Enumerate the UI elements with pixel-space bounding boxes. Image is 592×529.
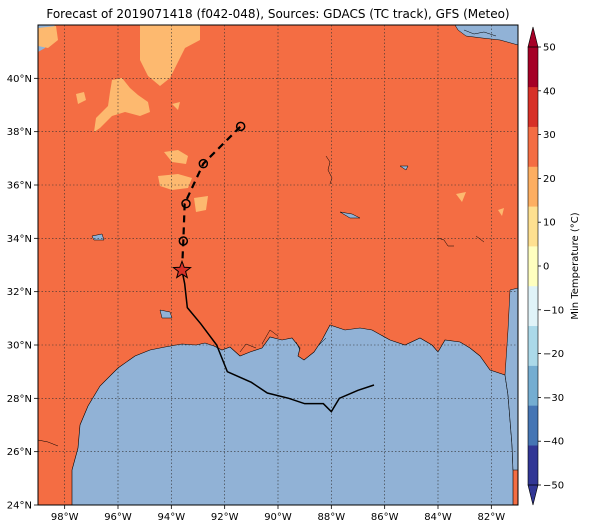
colorbar-tick-label: 30 — [543, 130, 556, 141]
longitude-axis: 98°W 96°W 94°W 92°W 90°W 88°W 86°W 84°W 82°W — [51, 505, 505, 523]
colorbar-tick-label: −40 — [543, 437, 564, 448]
gulf-of-mexico — [71, 324, 514, 505]
lat-tick-label: 28°N — [7, 394, 32, 405]
map-title: Forecast of 2019071418 (f042-048), Sourc… — [46, 7, 510, 21]
atlantic-water-east — [504, 287, 518, 471]
inland-water — [91, 165, 409, 319]
lat-tick-label: 34°N — [7, 234, 32, 245]
colorbar-tick-label: −20 — [543, 349, 564, 360]
lon-tick-label: 86°W — [371, 512, 399, 523]
colorbar-band — [528, 365, 538, 406]
track-forecast-line — [180, 125, 242, 271]
colorbar: 50 40 30 20 10 0 −10 −20 −30 −40 −50 — [527, 26, 564, 506]
lon-tick-label: 98°W — [51, 512, 79, 523]
lat-tick-label: 30°N — [7, 341, 32, 352]
colorbar-band — [528, 445, 538, 486]
colorbar-band — [528, 166, 538, 207]
colorbar-band — [528, 325, 538, 366]
colorbar-band — [528, 246, 538, 287]
forecast-point — [235, 121, 246, 132]
colorbar-min-arrow — [527, 484, 539, 506]
map-area — [38, 25, 518, 505]
colorbar-band — [528, 285, 538, 327]
forecast-point — [178, 236, 189, 246]
lat-tick-label: 40°N — [7, 74, 32, 85]
lat-tick-label: 32°N — [7, 287, 32, 298]
storm-track — [172, 121, 375, 413]
colorbar-band — [528, 405, 538, 446]
gridlines — [38, 25, 518, 505]
lon-tick-label: 90°W — [264, 512, 292, 523]
colorbar-tick-label: −30 — [543, 393, 564, 404]
current-position-star-icon — [172, 259, 192, 279]
track-past-line — [181, 270, 375, 413]
lat-tick-label: 36°N — [7, 181, 32, 192]
atlantic-water — [454, 25, 518, 46]
lat-tick-label: 26°N — [7, 447, 32, 458]
lat-tick-label: 24°N — [7, 501, 32, 512]
colorbar-tick-label: 20 — [543, 174, 556, 185]
colorbar-tick-label: 50 — [543, 43, 556, 54]
colorbar-tick-label: −10 — [543, 305, 564, 316]
colorbar-tick-label: 0 — [543, 262, 549, 273]
colorbar-band — [528, 86, 538, 127]
warm-patches — [38, 25, 504, 216]
colorbar-label: Min Temperature (°C) — [570, 212, 581, 319]
lon-tick-label: 96°W — [104, 512, 132, 523]
colorbar-band — [528, 47, 538, 88]
forecast-point — [198, 158, 209, 169]
lon-tick-label: 82°W — [478, 512, 506, 523]
coastal-islands — [239, 329, 327, 353]
lat-tick-label: 38°N — [7, 127, 32, 138]
colorbar-band — [528, 206, 538, 247]
colorbar-band — [528, 126, 538, 167]
lon-tick-label: 84°W — [424, 512, 452, 523]
lon-tick-label: 92°W — [211, 512, 239, 523]
latitude-axis: 24°N 26°N 28°N 30°N 32°N 34°N 36°N 38°N 40°N — [7, 74, 38, 512]
colorbar-tick-label: 40 — [543, 86, 556, 97]
colorbar-tick-label: −50 — [543, 481, 564, 492]
forecast-point — [181, 198, 191, 209]
lon-tick-label: 88°W — [318, 512, 346, 523]
colorbar-tick-label: 10 — [543, 218, 556, 229]
colorbar-max-arrow — [527, 26, 539, 48]
lon-tick-label: 94°W — [158, 512, 186, 523]
